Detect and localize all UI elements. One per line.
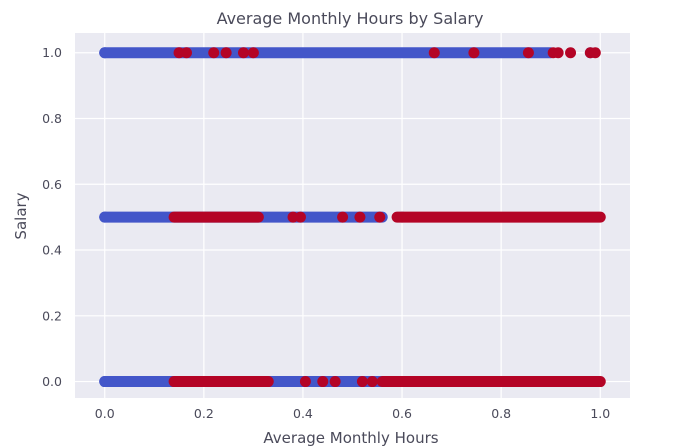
x-tick-label: 0.4: [293, 406, 313, 421]
chart-title: Average Monthly Hours by Salary: [217, 9, 484, 28]
data-point: [337, 211, 349, 223]
x-tick-label: 1.0: [590, 406, 610, 421]
data-point: [294, 211, 306, 223]
y-tick-label: 0.0: [42, 374, 62, 389]
x-tick-label: 0.2: [194, 406, 214, 421]
x-tick-label: 0.8: [491, 406, 511, 421]
y-tick-label: 0.6: [42, 177, 62, 192]
data-point: [468, 47, 480, 59]
y-tick-labels: 0.0 0.2 0.4 0.6 0.8 1.0: [42, 45, 62, 389]
data-point: [317, 376, 329, 388]
x-tick-label: 0.0: [95, 406, 115, 421]
data-point: [522, 47, 534, 59]
data-point: [99, 376, 111, 388]
data-point: [99, 47, 111, 59]
data-point: [589, 47, 601, 59]
data-point: [552, 47, 564, 59]
data-point: [220, 47, 232, 59]
data-point: [247, 47, 259, 59]
y-tick-label: 0.4: [42, 243, 62, 258]
data-point: [99, 211, 111, 223]
data-point: [180, 47, 192, 59]
y-axis-label: Salary: [12, 192, 30, 239]
data-point: [208, 47, 220, 59]
x-axis-label: Average Monthly Hours: [263, 429, 438, 447]
data-point: [374, 211, 386, 223]
data-points: [99, 47, 606, 388]
data-point: [366, 376, 378, 388]
x-tick-label: 0.6: [392, 406, 412, 421]
data-point: [329, 376, 341, 388]
data-point: [356, 376, 368, 388]
data-point: [237, 47, 249, 59]
y-tick-label: 1.0: [42, 45, 62, 60]
y-tick-label: 0.8: [42, 111, 62, 126]
x-tick-labels: 0.0 0.2 0.4 0.6 0.8 1.0: [95, 406, 610, 421]
data-point: [565, 47, 577, 59]
data-point: [354, 211, 366, 223]
data-point: [428, 47, 440, 59]
y-tick-label: 0.2: [42, 308, 62, 323]
data-point: [299, 376, 311, 388]
